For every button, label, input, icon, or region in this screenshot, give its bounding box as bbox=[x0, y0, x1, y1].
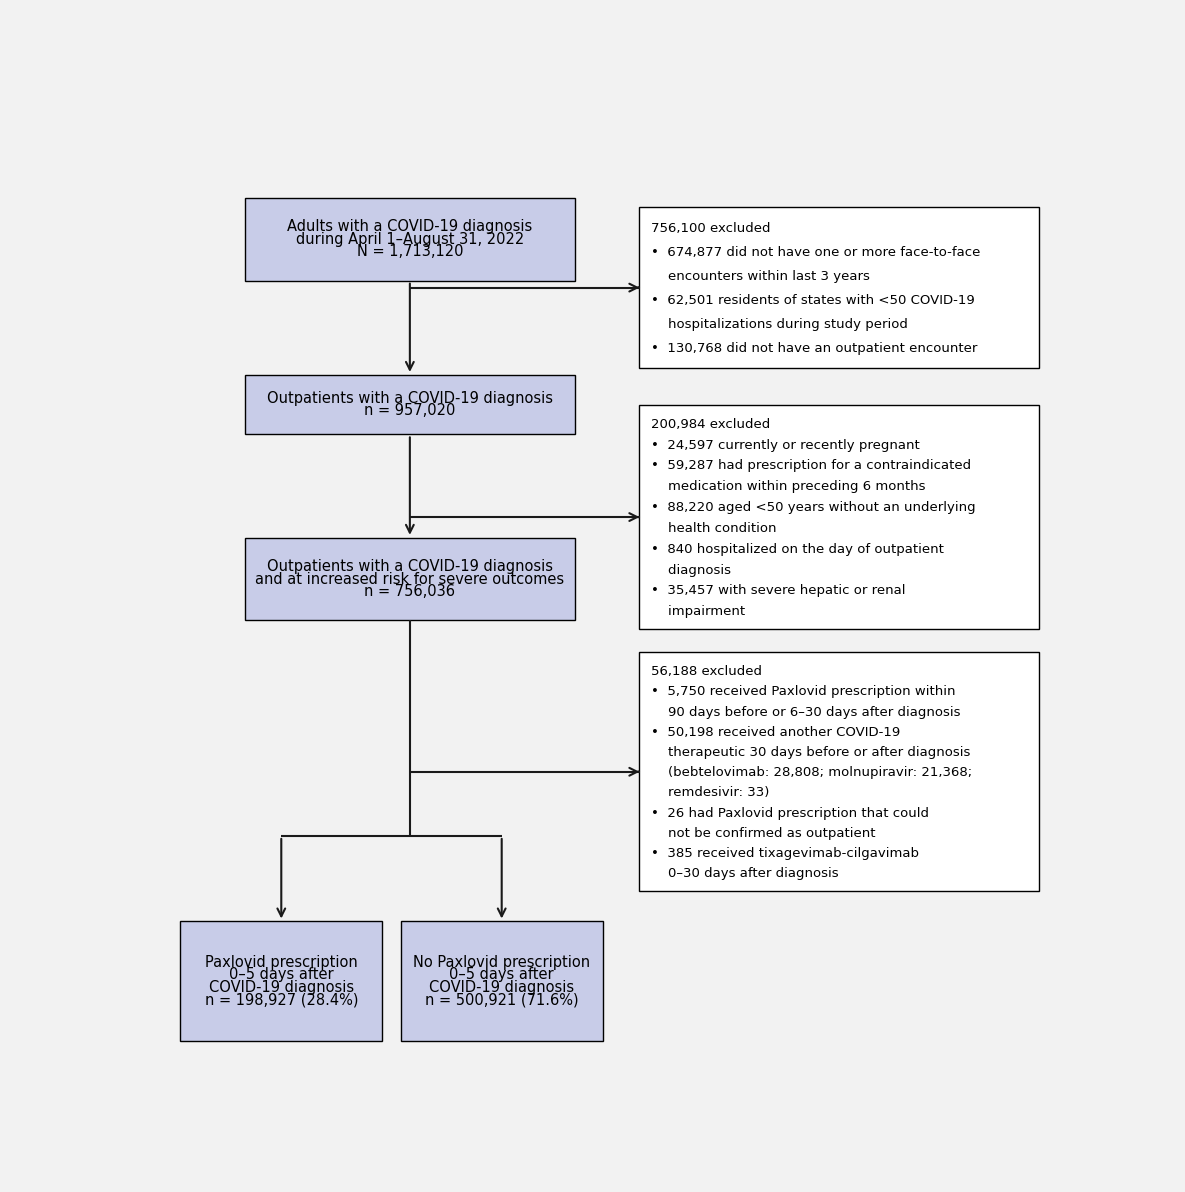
FancyBboxPatch shape bbox=[180, 921, 383, 1041]
Text: 0–5 days after: 0–5 days after bbox=[449, 967, 555, 982]
Text: impairment: impairment bbox=[652, 606, 745, 619]
Text: N = 1,713,120: N = 1,713,120 bbox=[357, 244, 463, 260]
Text: n = 756,036: n = 756,036 bbox=[364, 584, 455, 600]
Text: Outpatients with a COVID-19 diagnosis: Outpatients with a COVID-19 diagnosis bbox=[267, 391, 553, 405]
FancyBboxPatch shape bbox=[244, 198, 575, 281]
Text: remdesivir: 33): remdesivir: 33) bbox=[652, 787, 770, 800]
Text: 90 days before or 6–30 days after diagnosis: 90 days before or 6–30 days after diagno… bbox=[652, 706, 961, 719]
Text: Paxlovid prescription: Paxlovid prescription bbox=[205, 955, 358, 970]
Text: (bebtelovimab: 28,808; molnupiravir: 21,368;: (bebtelovimab: 28,808; molnupiravir: 21,… bbox=[652, 766, 973, 780]
Text: •  5,750 received Paxlovid prescription within: • 5,750 received Paxlovid prescription w… bbox=[652, 685, 956, 699]
Text: health condition: health condition bbox=[652, 522, 777, 535]
Text: •  385 received tixagevimab-cilgavimab: • 385 received tixagevimab-cilgavimab bbox=[652, 848, 920, 859]
FancyBboxPatch shape bbox=[640, 207, 1039, 368]
Text: 56,188 excluded: 56,188 excluded bbox=[652, 665, 762, 678]
Text: •  35,457 with severe hepatic or renal: • 35,457 with severe hepatic or renal bbox=[652, 584, 905, 597]
Text: n = 198,927 (28.4%): n = 198,927 (28.4%) bbox=[205, 992, 358, 1007]
Text: therapeutic 30 days before or after diagnosis: therapeutic 30 days before or after diag… bbox=[652, 746, 971, 759]
Text: •  130,768 did not have an outpatient encounter: • 130,768 did not have an outpatient enc… bbox=[652, 342, 978, 355]
Text: n = 500,921 (71.6%): n = 500,921 (71.6%) bbox=[425, 992, 578, 1007]
Text: 0–30 days after diagnosis: 0–30 days after diagnosis bbox=[652, 867, 839, 880]
Text: •  88,220 aged <50 years without an underlying: • 88,220 aged <50 years without an under… bbox=[652, 501, 976, 514]
Text: encounters within last 3 years: encounters within last 3 years bbox=[652, 271, 870, 283]
Text: •  24,597 currently or recently pregnant: • 24,597 currently or recently pregnant bbox=[652, 439, 920, 452]
Text: No Paxlovid prescription: No Paxlovid prescription bbox=[414, 955, 590, 970]
Text: •  840 hospitalized on the day of outpatient: • 840 hospitalized on the day of outpati… bbox=[652, 542, 944, 555]
Text: Outpatients with a COVID-19 diagnosis: Outpatients with a COVID-19 diagnosis bbox=[267, 559, 553, 575]
FancyBboxPatch shape bbox=[640, 404, 1039, 629]
FancyBboxPatch shape bbox=[244, 538, 575, 620]
FancyBboxPatch shape bbox=[244, 374, 575, 434]
Text: n = 957,020: n = 957,020 bbox=[364, 403, 455, 418]
Text: not be confirmed as outpatient: not be confirmed as outpatient bbox=[652, 827, 876, 839]
Text: during April 1–August 31, 2022: during April 1–August 31, 2022 bbox=[296, 232, 524, 247]
Text: 200,984 excluded: 200,984 excluded bbox=[652, 417, 770, 430]
Text: •  59,287 had prescription for a contraindicated: • 59,287 had prescription for a contrain… bbox=[652, 459, 972, 472]
Text: •  26 had Paxlovid prescription that could: • 26 had Paxlovid prescription that coul… bbox=[652, 807, 929, 820]
Text: Adults with a COVID-19 diagnosis: Adults with a COVID-19 diagnosis bbox=[287, 219, 532, 235]
FancyBboxPatch shape bbox=[401, 921, 603, 1041]
Text: COVID-19 diagnosis: COVID-19 diagnosis bbox=[429, 980, 575, 995]
Text: medication within preceding 6 months: medication within preceding 6 months bbox=[652, 480, 925, 493]
Text: •  62,501 residents of states with <50 COVID-19: • 62,501 residents of states with <50 CO… bbox=[652, 294, 975, 308]
Text: and at increased risk for severe outcomes: and at increased risk for severe outcome… bbox=[255, 571, 564, 586]
Text: 0–5 days after: 0–5 days after bbox=[229, 967, 334, 982]
Text: •  50,198 received another COVID-19: • 50,198 received another COVID-19 bbox=[652, 726, 901, 739]
Text: hospitalizations during study period: hospitalizations during study period bbox=[652, 318, 908, 331]
Text: 756,100 excluded: 756,100 excluded bbox=[652, 222, 771, 235]
Text: diagnosis: diagnosis bbox=[652, 564, 731, 577]
Text: •  674,877 did not have one or more face-to-face: • 674,877 did not have one or more face-… bbox=[652, 246, 981, 259]
FancyBboxPatch shape bbox=[640, 652, 1039, 892]
Text: COVID-19 diagnosis: COVID-19 diagnosis bbox=[209, 980, 354, 995]
